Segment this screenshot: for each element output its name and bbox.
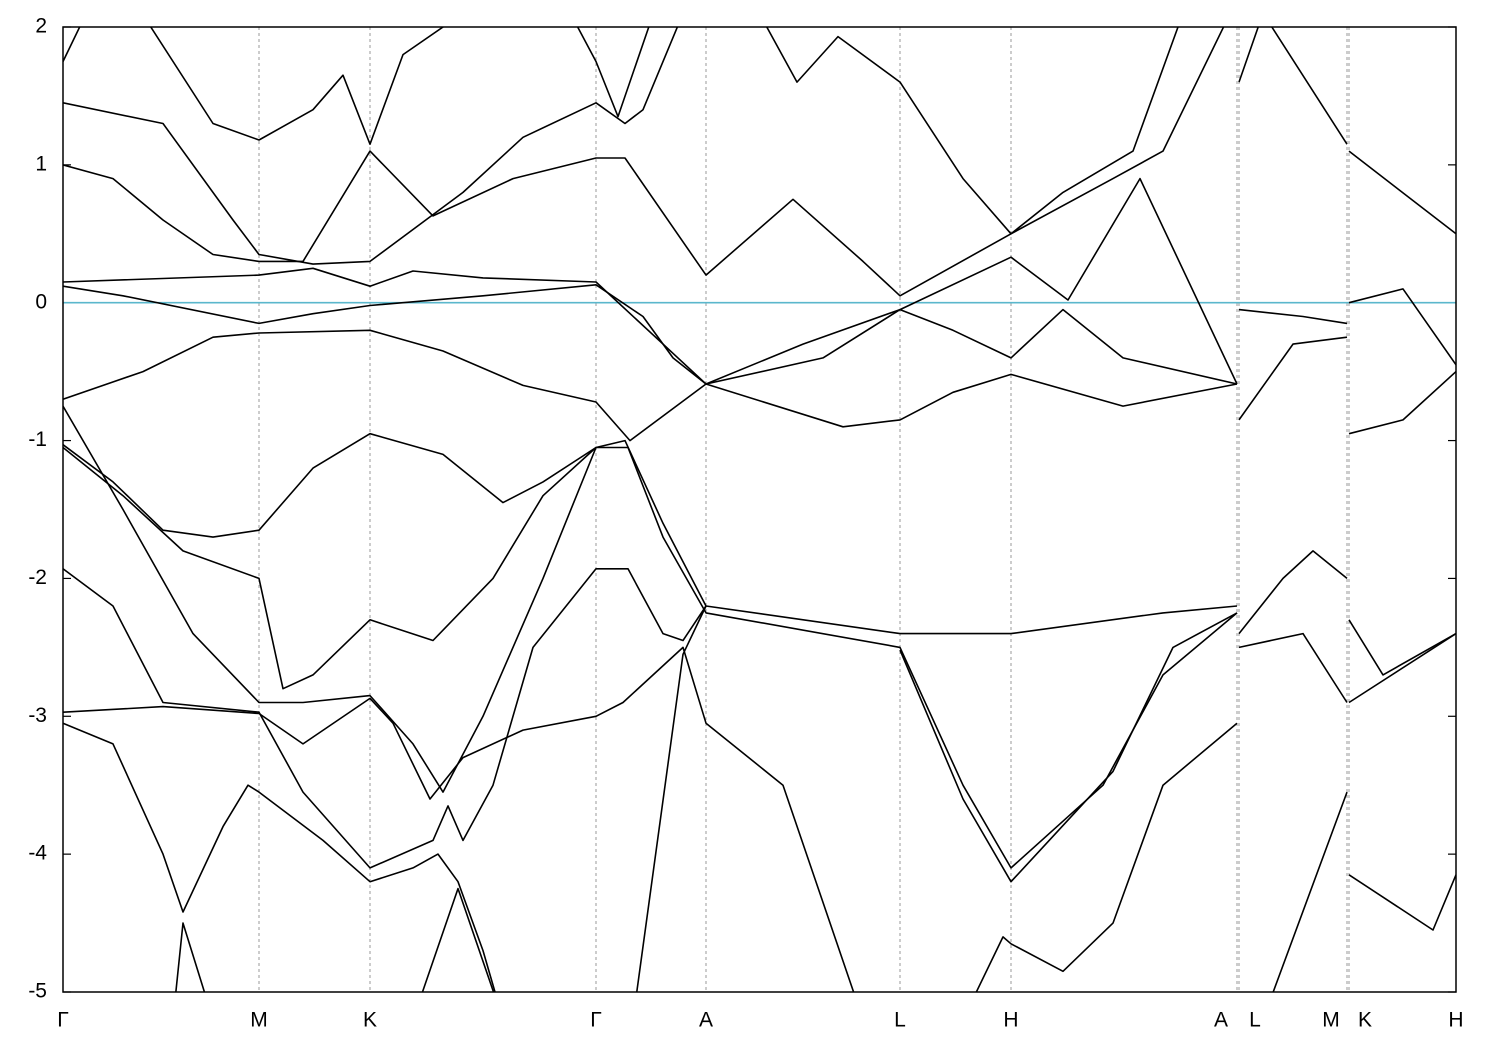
x-tick-label: K [1358, 1009, 1372, 1032]
x-tick-label: M [1322, 1009, 1340, 1032]
x-tick-label: K [363, 1009, 377, 1032]
bands [63, 27, 1456, 992]
x-tick-label: H [1003, 1009, 1018, 1032]
y-tick-label: -2 [28, 566, 47, 589]
band-line [635, 605, 707, 992]
y-tick-label: 1 [35, 152, 47, 175]
band-line [765, 27, 1179, 235]
plot-frame [62, 26, 1457, 993]
band-line [63, 446, 1456, 869]
band-line [975, 722, 1456, 992]
y-tick-label: -5 [28, 980, 47, 1003]
band-line [63, 27, 679, 265]
band-line [1238, 27, 1456, 235]
grid [62, 26, 1457, 993]
y-tick-label: -4 [28, 842, 47, 865]
x-tick-label: L [1249, 1009, 1261, 1032]
y-tick-label: 2 [35, 15, 47, 38]
x-tick-label: A [699, 1009, 713, 1032]
band-line [63, 267, 1456, 385]
band-line [63, 405, 597, 793]
y-tick-label: 0 [35, 290, 47, 313]
y-tick-label: -1 [28, 428, 47, 451]
band-line [63, 568, 707, 869]
y-tick-label: -3 [28, 704, 47, 727]
band-line [63, 284, 1238, 428]
x-tick-label: Γ [57, 1009, 69, 1032]
x-tick-label: A [1214, 1009, 1228, 1032]
x-tick-label: Γ [590, 1009, 602, 1032]
band-line [63, 432, 1456, 676]
band-line [63, 646, 855, 992]
band-line [899, 612, 1238, 883]
band-line [63, 177, 1456, 442]
band-line [576, 27, 650, 118]
band-line [175, 922, 206, 992]
band-line [63, 27, 445, 145]
x-tick-label: L [894, 1009, 906, 1032]
band-line [63, 722, 496, 992]
x-tick-label: M [250, 1009, 268, 1032]
band-line [421, 887, 495, 992]
x-tick-label: H [1448, 1009, 1463, 1032]
band-line [63, 27, 1225, 297]
